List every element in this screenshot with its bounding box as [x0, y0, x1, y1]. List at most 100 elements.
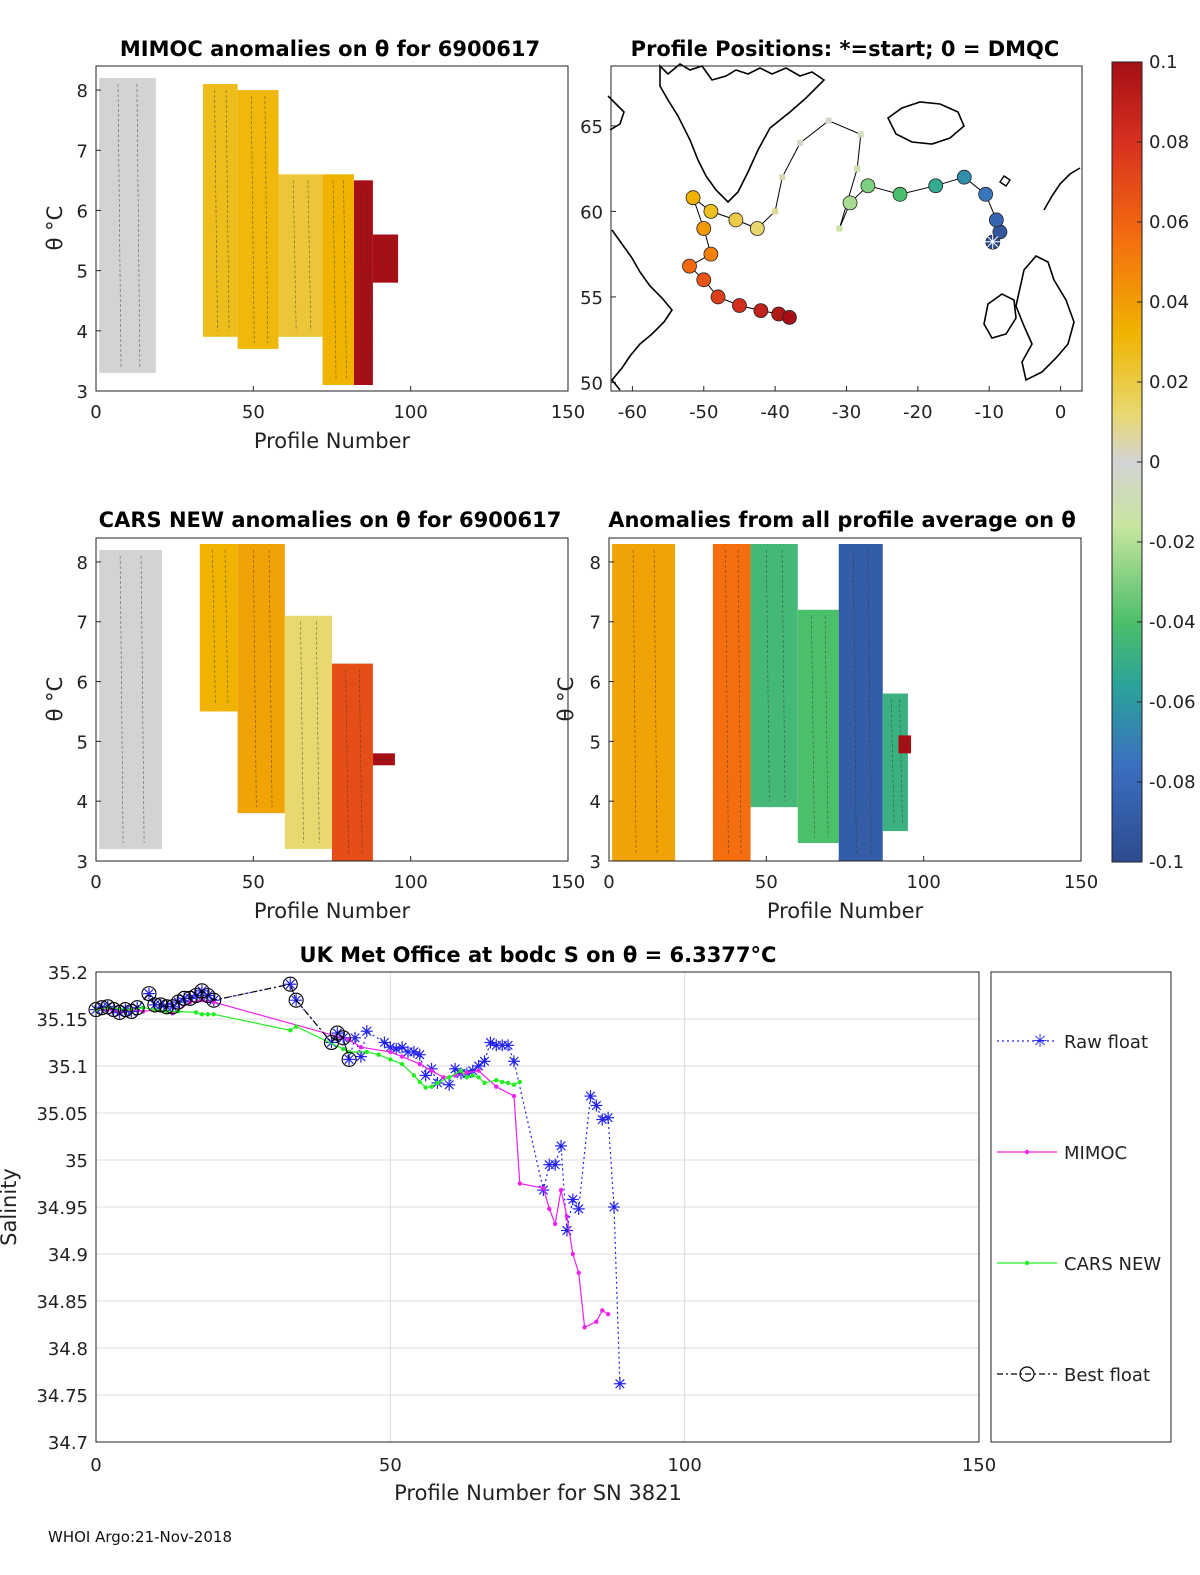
best-float-point: [129, 1000, 145, 1016]
raw-float-point: [472, 1060, 485, 1072]
legend-mimoc-label: MIMOC: [1064, 1143, 1127, 1164]
mimoc-point: [582, 1325, 587, 1330]
colorbar-tick-label: 0.1: [1149, 52, 1178, 73]
raw-float-star-stroke: [379, 1037, 390, 1048]
mimoc-contour: [214, 90, 218, 331]
legend-best-float: Best float: [997, 1365, 1150, 1386]
mimoc-axes-box: [95, 65, 569, 392]
mimoc-point: [358, 1045, 364, 1050]
mimoc-ytick-label: 5: [77, 262, 88, 283]
legend-mimoc: MIMOC: [997, 1143, 1127, 1164]
raw-float-point: [590, 1099, 603, 1112]
raw-float-point: [384, 1041, 397, 1054]
salinity-ytick-label: 34.9: [48, 1245, 88, 1266]
raw-float-point: [443, 1078, 456, 1091]
average-contour: [811, 615, 815, 838]
best-float-point: [282, 976, 298, 992]
mimoc-contour: [136, 84, 141, 367]
best-float-point: [206, 992, 222, 1008]
average-cell: [898, 735, 912, 754]
raw-float-star-stroke: [285, 979, 295, 989]
average-cell: [882, 693, 908, 832]
profile-marker: [753, 303, 769, 319]
average-contour: [725, 549, 729, 856]
raw-float-star-stroke: [479, 1056, 490, 1067]
mimoc-contour: [360, 186, 364, 379]
best-float-point: [188, 987, 204, 1004]
positions-panel: Profile Positions: *=start; 0 = DMQC ✳ -…: [580, 37, 1083, 423]
raw-float-point: [360, 1025, 373, 1038]
colorbar: 0.1 0.08 0.06 0.04 0.02 0 -0.02 -0.04 -0.06 -0.08…: [1111, 52, 1196, 873]
cars-new-point: [435, 1080, 440, 1086]
legend-cars-marker: [1024, 1260, 1030, 1266]
salinity-ylabel: Salinity: [0, 1168, 21, 1246]
cars-new-point: [411, 1073, 417, 1078]
mimoc-xtick-label: 50: [242, 402, 265, 423]
cars-ytick-label: 4: [77, 792, 88, 813]
cars-contour: [315, 621, 320, 844]
raw-float-point: [378, 1036, 391, 1049]
mimoc-point: [429, 1068, 434, 1073]
mimoc-ytick-label: 4: [77, 322, 88, 343]
raw-float-star-stroke: [485, 1037, 496, 1048]
coastlines: [607, 63, 1081, 391]
cars-new-point: [517, 1079, 523, 1085]
cars-new-point: [464, 1075, 470, 1080]
raw-float-star-stroke: [550, 1159, 560, 1170]
cars-xtick-label: 150: [551, 872, 585, 893]
profile-marker: [978, 186, 994, 202]
best-float-line: [95, 983, 350, 1060]
profile-marker: [703, 246, 719, 262]
raw-float-star-stroke: [562, 1225, 572, 1236]
cars-title: CARS NEW anomalies on θ for 6900617: [99, 508, 562, 532]
legend-mimoc-marker: [1024, 1149, 1030, 1155]
cars-cell: [237, 543, 285, 814]
salinity-title: UK Met Office at bodc S on θ = 6.3377°C: [300, 943, 777, 967]
raw-float-point: [284, 978, 297, 991]
mimoc-title: MIMOC anomalies on θ for 6900617: [120, 37, 540, 61]
raw-float-point: [555, 1139, 568, 1152]
mimoc-ytick-label: 6: [77, 201, 88, 222]
mimoc-point: [441, 1075, 446, 1080]
average-contour: [867, 549, 872, 856]
mimoc-point: [600, 1308, 605, 1313]
cars-contour: [345, 669, 349, 856]
cars-cell: [199, 543, 238, 712]
cars-cell: [332, 663, 373, 861]
cars-new-point: [482, 1080, 487, 1086]
cars-new-point: [199, 1012, 205, 1017]
mimoc-cell: [322, 174, 355, 385]
colorbar-tick-label: -0.02: [1149, 532, 1196, 553]
profile-marker: [892, 186, 908, 202]
raw-float-star-stroke: [556, 1141, 566, 1151]
cars-ytick-label: 8: [77, 553, 88, 574]
mimoc-point: [541, 1186, 546, 1191]
cars-new-point: [511, 1082, 517, 1088]
profile-marker: [782, 310, 797, 325]
raw-float-star-stroke: [591, 1100, 602, 1111]
mimoc-ylabel: θ °C: [43, 206, 67, 251]
raw-float-star-stroke: [573, 1204, 584, 1214]
raw-float-point: [502, 1039, 515, 1052]
mimoc-xtick-label: 0: [90, 402, 101, 423]
cars-ytick-label: 3: [77, 852, 88, 873]
average-contour: [653, 549, 658, 856]
cars-new-point: [476, 1075, 481, 1080]
positions-xtick-label: -60: [618, 402, 647, 423]
average-ytick-label: 5: [590, 732, 601, 753]
positions-xtick-label: -40: [760, 402, 789, 423]
profile-marker: [682, 258, 697, 274]
cars-panel: CARS NEW anomalies on θ for 6900617 0 50 1…: [43, 508, 585, 923]
profile-marker: [749, 221, 765, 236]
mimoc-contour: [332, 180, 337, 379]
average-cell: [612, 543, 676, 861]
cars-contour: [119, 555, 124, 844]
salinity-ytick-label: 35.2: [48, 963, 88, 984]
profile-marker: [956, 169, 972, 185]
cars-cell: [99, 549, 163, 850]
mimoc-point: [388, 1049, 393, 1055]
cars-cell: [372, 753, 395, 766]
raw-float-point: [549, 1158, 562, 1171]
salinity-ytick-label: 35: [65, 1151, 88, 1172]
raw-float-point: [507, 1055, 520, 1068]
